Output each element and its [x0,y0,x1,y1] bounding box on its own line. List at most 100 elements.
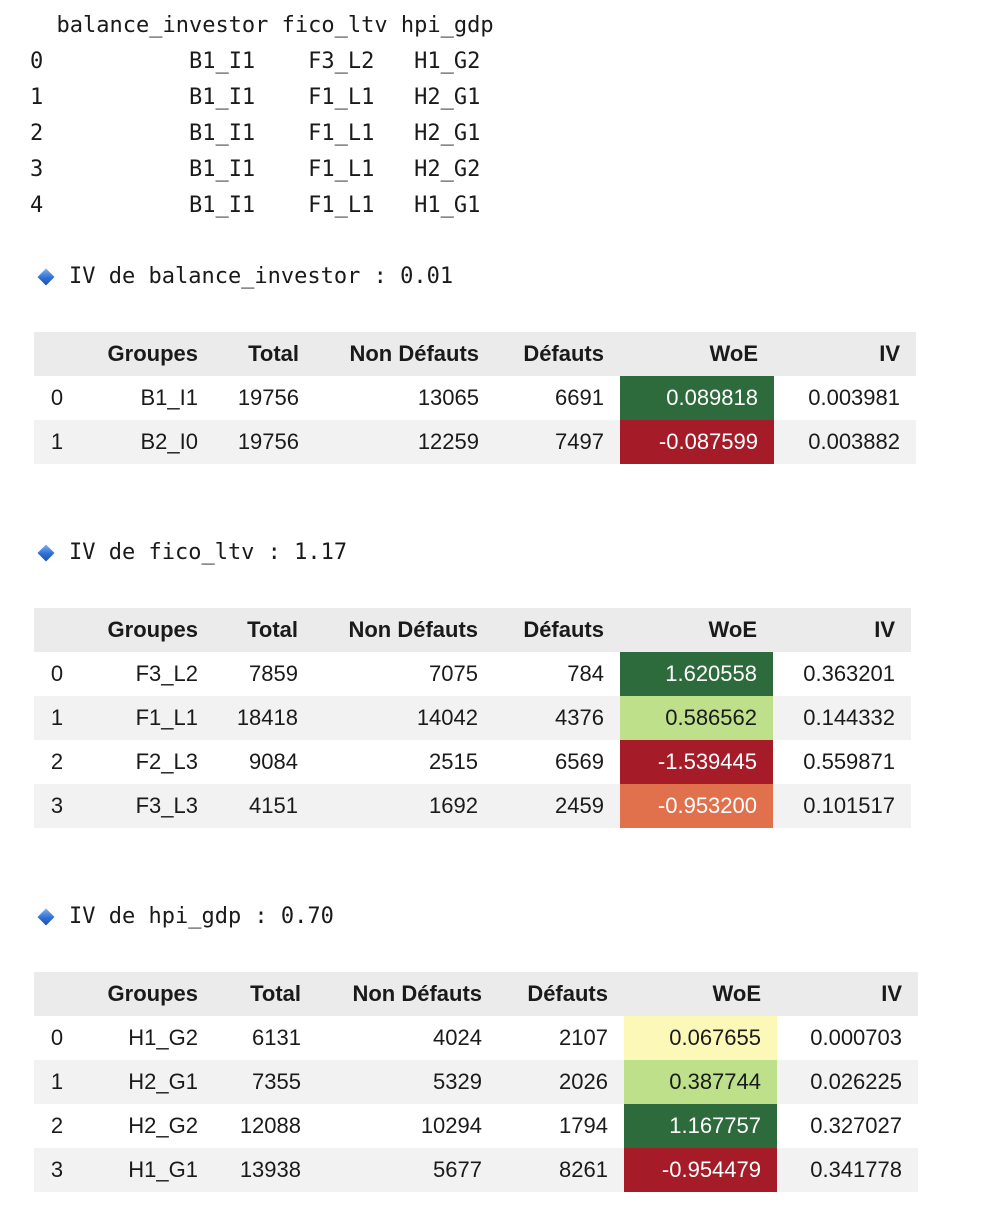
iv-summary-balance-investor: IV de balance_investor : 0.01 [37,259,454,295]
cell-groupe: F1_L1 [80,696,214,740]
table-row: 1 H2_G1 7355 5329 2026 0.387744 0.026225 [34,1060,918,1104]
cell-groupe: H2_G1 [80,1060,214,1104]
cell-groupe: B2_I0 [80,420,214,464]
cell-groupe: H1_G2 [80,1016,214,1060]
cell-groupe: F3_L2 [80,652,214,696]
cell-iv: 0.000703 [777,1016,918,1060]
column-header-defauts: Défauts [495,332,620,376]
cell-defauts: 8261 [498,1148,624,1192]
cell-non-defauts: 5329 [317,1060,498,1104]
df-cell: H2_G1 [414,121,481,146]
column-header-woe: WoE [624,972,777,1016]
cell-iv: 0.341778 [777,1148,918,1192]
df-cell: F1_L1 [308,193,375,218]
cell-iv: 0.327027 [777,1104,918,1148]
df-row: 1 B1_I1 F1_L1 H2_G1 [30,85,480,110]
column-header-non-defauts: Non Défauts [315,332,495,376]
cell-total: 7355 [214,1060,317,1104]
cell-defauts: 2107 [498,1016,624,1060]
df-cell: F1_L1 [308,85,375,110]
df-cell: B1_I1 [188,49,256,74]
cell-total: 13938 [214,1148,317,1192]
cell-non-defauts: 4024 [317,1016,498,1060]
column-header-total: Total [214,972,317,1016]
column-header-iv: IV [774,332,916,376]
row-index: 1 [34,420,80,464]
cell-defauts: 4376 [494,696,620,740]
cell-non-defauts: 1692 [314,784,494,828]
iv-summary-text: IV de balance_investor : 0.01 [69,264,454,289]
table-header-row: Groupes Total Non Défauts Défauts WoE IV [34,972,918,1016]
cell-iv: 0.144332 [773,696,911,740]
df-cell: B1_I1 [188,193,256,218]
table-row: 2 H2_G2 12088 10294 1794 1.167757 0.3270… [34,1104,918,1148]
cell-woe: 1.620558 [620,652,773,696]
df-head-header: balance_investor fico_ltv hpi_gdp [30,13,494,38]
row-index: 3 [34,1148,80,1192]
column-header-groupes: Groupes [80,608,214,652]
column-header-index [34,608,80,652]
cell-total: 4151 [214,784,314,828]
df-row: 2 B1_I1 F1_L1 H2_G1 [30,121,480,146]
cell-total: 6131 [214,1016,317,1060]
row-index: 1 [34,1060,80,1104]
column-header-non-defauts: Non Défauts [317,972,498,1016]
woe-table-balance-investor: Groupes Total Non Défauts Défauts WoE IV… [34,332,916,464]
cell-woe: -0.953200 [620,784,773,828]
cell-defauts: 7497 [495,420,620,464]
row-index: 3 [34,784,80,828]
row-index: 0 [34,1016,80,1060]
cell-woe: 0.067655 [624,1016,777,1060]
cell-iv: 0.101517 [773,784,911,828]
cell-woe: 1.167757 [624,1104,777,1148]
cell-iv: 0.003981 [774,376,916,420]
cell-woe: -0.087599 [620,420,774,464]
iv-summary-text: IV de hpi_gdp : 0.70 [69,904,334,929]
df-cell: H2_G2 [414,157,481,182]
df-cell: F3_L2 [308,49,375,74]
df-col-fico-ltv: fico_ltv [281,13,388,38]
df-cell: F1_L1 [308,157,375,182]
woe-table-hpi-gdp: Groupes Total Non Défauts Défauts WoE IV… [34,972,918,1192]
cell-total: 19756 [214,376,315,420]
df-col-hpi-gdp: hpi_gdp [400,13,494,38]
table-row: 0 B1_I1 19756 13065 6691 0.089818 0.0039… [34,376,916,420]
cell-total: 19756 [214,420,315,464]
df-row-index: 3 [30,157,44,182]
cell-non-defauts: 13065 [315,376,495,420]
table-row: 3 F3_L3 4151 1692 2459 -0.953200 0.10151… [34,784,911,828]
df-cell: H2_G1 [414,85,481,110]
cell-groupe: F3_L3 [80,784,214,828]
cell-woe: 0.089818 [620,376,774,420]
cell-groupe: B1_I1 [80,376,214,420]
iv-summary-fico-ltv: IV de fico_ltv : 1.17 [37,535,347,571]
iv-summary-hpi-gdp: IV de hpi_gdp : 0.70 [37,899,334,935]
column-header-defauts: Défauts [494,608,620,652]
cell-woe: -0.954479 [624,1148,777,1192]
df-cell: B1_I1 [188,121,256,146]
cell-non-defauts: 14042 [314,696,494,740]
cell-non-defauts: 12259 [315,420,495,464]
cell-non-defauts: 10294 [317,1104,498,1148]
df-cell: F1_L1 [308,121,375,146]
row-index: 0 [34,376,80,420]
df-row-index: 2 [30,121,44,146]
df-row: 0 B1_I1 F3_L2 H1_G2 [30,49,480,74]
df-row: 3 B1_I1 F1_L1 H2_G2 [30,157,480,182]
cell-total: 18418 [214,696,314,740]
column-header-woe: WoE [620,608,773,652]
row-index: 2 [34,740,80,784]
cell-iv: 0.026225 [777,1060,918,1104]
woe-table-fico-ltv: Groupes Total Non Défauts Défauts WoE IV… [34,608,911,828]
table-body: 0 H1_G2 6131 4024 2107 0.067655 0.000703… [34,1016,918,1192]
column-header-iv: IV [777,972,918,1016]
row-index: 1 [34,696,80,740]
table-body: 0 B1_I1 19756 13065 6691 0.089818 0.0039… [34,376,916,464]
cell-defauts: 2026 [498,1060,624,1104]
table-header-row: Groupes Total Non Défauts Défauts WoE IV [34,332,916,376]
cell-non-defauts: 2515 [314,740,494,784]
df-row-index: 1 [30,85,44,110]
table-row: 1 B2_I0 19756 12259 7497 -0.087599 0.003… [34,420,916,464]
cell-groupe: H2_G2 [80,1104,214,1148]
df-cell: H1_G2 [414,49,481,74]
